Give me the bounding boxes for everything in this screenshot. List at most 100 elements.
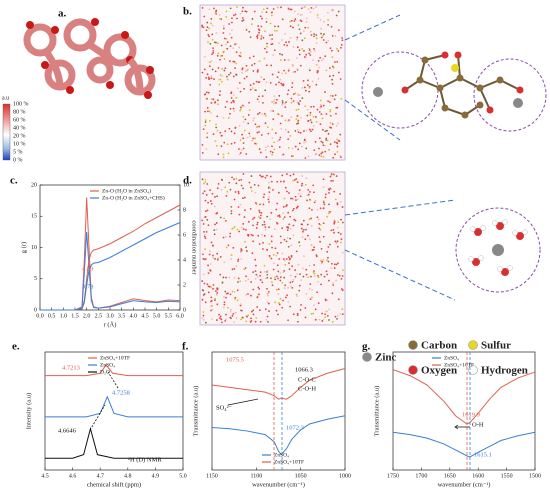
molecule-dot xyxy=(222,25,225,27)
molecule-dot xyxy=(224,290,227,293)
molecule-dot xyxy=(331,35,334,37)
molecule-dot xyxy=(219,216,222,219)
molecule-dot xyxy=(308,207,311,210)
molecule-dot xyxy=(256,223,259,226)
molecule-dot xyxy=(322,207,325,210)
molecule-dot xyxy=(308,128,311,131)
carbon xyxy=(416,76,424,84)
bonds xyxy=(404,54,521,117)
molecule-dot xyxy=(322,156,325,158)
molecule-dot xyxy=(235,265,238,268)
molecule-dot xyxy=(273,98,276,101)
molecule-dot xyxy=(289,215,292,218)
molecule-dot xyxy=(223,303,226,306)
molecule-dot xyxy=(230,317,232,320)
molecule-dot xyxy=(278,138,281,141)
molecule-dot xyxy=(264,47,266,50)
plot-frame xyxy=(39,184,181,311)
molecule-dot xyxy=(310,34,313,36)
molecule-dot xyxy=(235,73,238,76)
molecule-dot xyxy=(294,275,297,278)
molecule-dot xyxy=(267,132,270,135)
molecule-dot xyxy=(276,98,278,101)
molecule-dot xyxy=(291,280,294,283)
molecule-dot xyxy=(276,140,279,142)
molecule-dot xyxy=(279,122,282,125)
molecule-dot xyxy=(259,274,261,277)
oxygen xyxy=(516,232,524,240)
molecule-dot xyxy=(307,276,309,279)
molecule-dot xyxy=(279,276,282,279)
molecule-dot xyxy=(263,78,265,81)
molecule-dot xyxy=(300,303,303,306)
molecule-dot xyxy=(208,119,211,122)
molecule-dot xyxy=(339,313,342,315)
molecule-dot xyxy=(261,17,263,20)
ring xyxy=(23,23,57,57)
molecule-dot xyxy=(230,29,233,31)
molecule-dot xyxy=(219,131,222,134)
series-line xyxy=(211,368,346,400)
x-tick-label: 4.7 xyxy=(96,473,104,479)
molecule-dot xyxy=(265,21,268,23)
molecule-dot xyxy=(208,65,211,68)
molecule-dot xyxy=(223,217,226,220)
annotation: 1075.5 xyxy=(226,356,244,363)
molecule-dot xyxy=(261,113,264,116)
molecule-dot xyxy=(311,128,314,131)
molecule-dot xyxy=(210,18,213,20)
annotation: SO₄²⁻ xyxy=(216,404,233,411)
molecule-dot xyxy=(202,294,205,296)
molecule-dot xyxy=(317,77,320,80)
molecule-dot xyxy=(292,71,295,74)
molecule-dot xyxy=(341,39,344,42)
molecule-dot xyxy=(289,174,292,177)
molecule-dot xyxy=(250,317,252,320)
molecule-dot xyxy=(288,258,291,261)
molecule-dot xyxy=(281,252,284,255)
series-line xyxy=(392,369,536,425)
molecule-dot xyxy=(225,296,227,299)
molecule-dot xyxy=(260,38,263,40)
molecule-dot xyxy=(262,102,264,104)
molecule-dot xyxy=(329,108,332,111)
molecule-dot xyxy=(281,281,284,284)
hydrogen xyxy=(522,229,528,235)
colorbar-tick: 5 % xyxy=(13,149,23,155)
molecule-dot xyxy=(328,319,330,321)
molecule-dot xyxy=(245,275,248,278)
molecule-dot xyxy=(308,86,311,89)
molecule-dot xyxy=(259,309,261,312)
molecule-dot xyxy=(236,17,238,20)
molecule-dot xyxy=(233,132,236,135)
molecule-dot xyxy=(305,147,308,150)
molecule-dot xyxy=(294,195,297,198)
molecule-dot xyxy=(270,11,273,14)
molecule-dot xyxy=(301,182,304,185)
molecule-dot xyxy=(317,59,320,62)
molecule-dot xyxy=(287,7,290,10)
molecule-dot xyxy=(323,275,326,278)
molecule-dot xyxy=(242,120,245,123)
atom-label: Zinc xyxy=(375,352,397,364)
molecule-dot xyxy=(249,135,251,138)
molecule-dot xyxy=(316,208,319,211)
molecule-dot xyxy=(283,276,286,279)
molecule-dot xyxy=(240,258,243,260)
molecule-dot xyxy=(297,193,300,195)
zoom-line xyxy=(344,199,456,216)
molecule-dot xyxy=(229,72,232,74)
molecule-dot xyxy=(230,205,233,208)
molecule-dot xyxy=(252,119,255,122)
molecule-dot xyxy=(266,273,269,276)
molecule-dot xyxy=(275,288,278,291)
molecule-dot xyxy=(213,78,215,81)
zoom-circle xyxy=(455,207,541,293)
molecule-dot xyxy=(281,39,283,41)
molecule-dot xyxy=(215,126,218,129)
molecule-dot xyxy=(231,290,234,293)
molecule-dot xyxy=(222,236,225,239)
molecule-dot xyxy=(334,94,337,97)
box-frame xyxy=(199,171,346,326)
molecule-dot xyxy=(320,32,322,35)
